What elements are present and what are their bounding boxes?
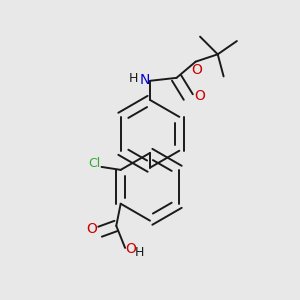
Text: O: O: [192, 63, 203, 77]
Text: H: H: [134, 245, 144, 259]
Text: Cl: Cl: [88, 157, 100, 170]
Text: N: N: [140, 73, 150, 87]
Text: H: H: [129, 72, 139, 85]
Text: O: O: [125, 242, 136, 256]
Text: O: O: [194, 88, 205, 103]
Text: O: O: [86, 222, 97, 236]
